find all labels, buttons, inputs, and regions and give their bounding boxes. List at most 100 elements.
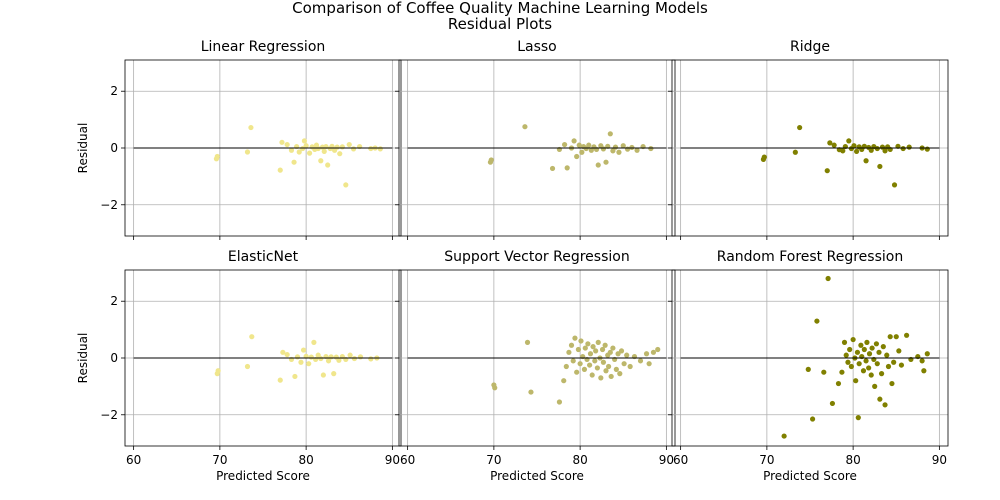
data-point	[572, 335, 578, 341]
data-point	[882, 402, 888, 408]
data-point	[279, 139, 285, 145]
y-tick-label: 2	[110, 294, 118, 308]
x-tick-label: 60	[673, 453, 688, 467]
data-point	[562, 141, 568, 148]
subplot-title: Ridge	[790, 39, 830, 55]
data-point	[575, 346, 582, 353]
data-point	[549, 165, 556, 172]
data-point	[898, 362, 905, 368]
data-point	[298, 359, 304, 365]
data-point	[855, 415, 861, 421]
data-point	[291, 159, 297, 165]
data-point	[587, 351, 594, 357]
data-point	[840, 148, 846, 154]
data-point	[882, 148, 888, 154]
data-point	[605, 363, 612, 370]
data-point	[866, 351, 873, 357]
data-point	[524, 339, 531, 345]
data-point	[861, 346, 867, 353]
data-point	[650, 349, 657, 355]
data-point	[854, 349, 861, 355]
data-point	[845, 359, 851, 365]
subplot-title: Linear Regression	[201, 39, 326, 55]
data-point	[214, 153, 220, 160]
x-tick-label: 70	[759, 453, 774, 467]
x-tick-label: 60	[400, 453, 415, 467]
subplot-1: Lasso	[395, 39, 676, 240]
data-point	[590, 344, 596, 350]
data-point	[579, 149, 585, 155]
data-point	[303, 143, 309, 149]
subplot-3: 60 70 80 90 2 0 −2 ElasticNet Predicted Score Res…	[76, 249, 402, 483]
data-point	[581, 366, 588, 372]
data-point	[612, 144, 619, 150]
data-point	[860, 368, 867, 374]
data-point	[900, 145, 906, 152]
data-point	[655, 346, 661, 353]
x-tick-label: 80	[298, 453, 313, 467]
data-point	[570, 358, 576, 364]
data-point	[896, 348, 902, 354]
data-point	[634, 147, 640, 153]
data-point	[853, 378, 859, 384]
subplot-title: Support Vector Regression	[444, 249, 629, 265]
data-point	[377, 146, 383, 152]
data-point	[318, 355, 324, 362]
data-point	[602, 342, 608, 348]
data-point	[244, 149, 251, 155]
data-point	[809, 416, 816, 422]
data-point	[792, 149, 798, 155]
figure-title-line1: Comparison of Coffee Quality Machine Lea…	[292, 0, 708, 17]
figure-title-line2: Residual Plots	[448, 15, 552, 33]
data-point	[891, 182, 898, 188]
data-point	[643, 351, 650, 357]
subplot-title: ElasticNet	[228, 249, 299, 265]
data-point	[351, 355, 358, 362]
data-point	[336, 357, 342, 363]
data-point	[300, 145, 306, 152]
data-point	[284, 351, 290, 358]
data-point	[300, 347, 307, 353]
data-point	[284, 141, 290, 148]
subplot-title: Random Forest Regression	[717, 249, 903, 265]
data-point	[829, 400, 836, 407]
data-point	[847, 346, 853, 353]
data-point	[325, 162, 331, 168]
data-point	[887, 334, 893, 340]
data-point	[904, 332, 910, 338]
data-point	[617, 371, 623, 377]
data-point	[215, 368, 221, 374]
x-axis-label: Predicted Score	[763, 469, 857, 483]
data-point	[249, 334, 255, 340]
data-point	[841, 339, 848, 345]
x-tick-label: 80	[845, 453, 860, 467]
data-point	[492, 385, 498, 391]
x-axis-label: Predicted Score	[216, 469, 310, 483]
data-point	[624, 352, 630, 358]
data-point	[873, 341, 880, 347]
data-point	[334, 144, 340, 150]
subplot-4: 60 70 80 90 Support Vector Regression Predict…	[395, 249, 676, 483]
data-point	[563, 363, 569, 370]
data-point	[321, 148, 327, 155]
data-point	[608, 373, 614, 380]
data-point	[869, 345, 875, 351]
data-point	[578, 338, 584, 344]
data-point	[592, 358, 598, 364]
data-point	[610, 345, 616, 351]
data-point	[805, 366, 811, 372]
x-tick-label: 70	[212, 453, 227, 467]
data-point	[621, 361, 627, 367]
x-tick-label: 70	[486, 453, 501, 467]
data-point	[827, 140, 833, 146]
data-point	[610, 148, 616, 154]
data-point	[320, 372, 326, 378]
x-tick-label: 60	[126, 453, 141, 467]
data-point	[851, 143, 857, 149]
data-point	[919, 358, 925, 364]
data-point	[853, 148, 860, 155]
data-point	[646, 361, 652, 367]
data-point	[856, 361, 862, 367]
subplot-2: Ridge	[668, 39, 949, 240]
data-point	[331, 371, 337, 377]
